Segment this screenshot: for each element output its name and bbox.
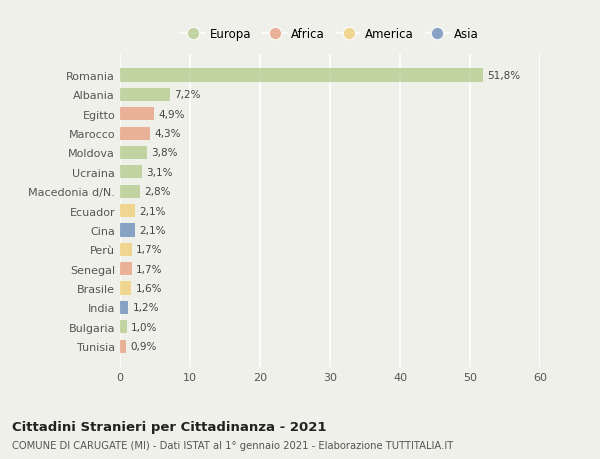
Bar [120,320,127,334]
Text: 2,8%: 2,8% [144,187,170,197]
Bar [120,89,170,102]
Bar [120,301,128,314]
Text: 1,7%: 1,7% [136,245,163,255]
Bar [120,146,146,160]
Bar [120,340,127,353]
Bar [120,108,154,121]
Text: 0,9%: 0,9% [131,341,157,352]
Text: 1,6%: 1,6% [136,284,162,293]
Bar [120,224,134,237]
Bar [120,185,140,198]
Bar [120,282,131,295]
Bar [120,69,482,83]
Text: 7,2%: 7,2% [175,90,201,100]
Text: 1,0%: 1,0% [131,322,158,332]
Text: 4,3%: 4,3% [154,129,181,139]
Bar [120,243,132,257]
Text: 2,1%: 2,1% [139,206,166,216]
Bar [120,205,134,218]
Text: Cittadini Stranieri per Cittadinanza - 2021: Cittadini Stranieri per Cittadinanza - 2… [12,420,326,433]
Text: 51,8%: 51,8% [487,71,520,81]
Text: 1,7%: 1,7% [136,264,163,274]
Text: 3,1%: 3,1% [146,168,172,178]
Text: 4,9%: 4,9% [158,110,185,119]
Text: COMUNE DI CARUGATE (MI) - Dati ISTAT al 1° gennaio 2021 - Elaborazione TUTTITALI: COMUNE DI CARUGATE (MI) - Dati ISTAT al … [12,440,453,450]
Legend: Europa, Africa, America, Asia: Europa, Africa, America, Asia [176,23,484,46]
Bar [120,127,150,140]
Text: 2,1%: 2,1% [139,225,166,235]
Bar [120,263,132,276]
Bar [120,166,142,179]
Text: 1,2%: 1,2% [133,303,159,313]
Text: 3,8%: 3,8% [151,148,178,158]
